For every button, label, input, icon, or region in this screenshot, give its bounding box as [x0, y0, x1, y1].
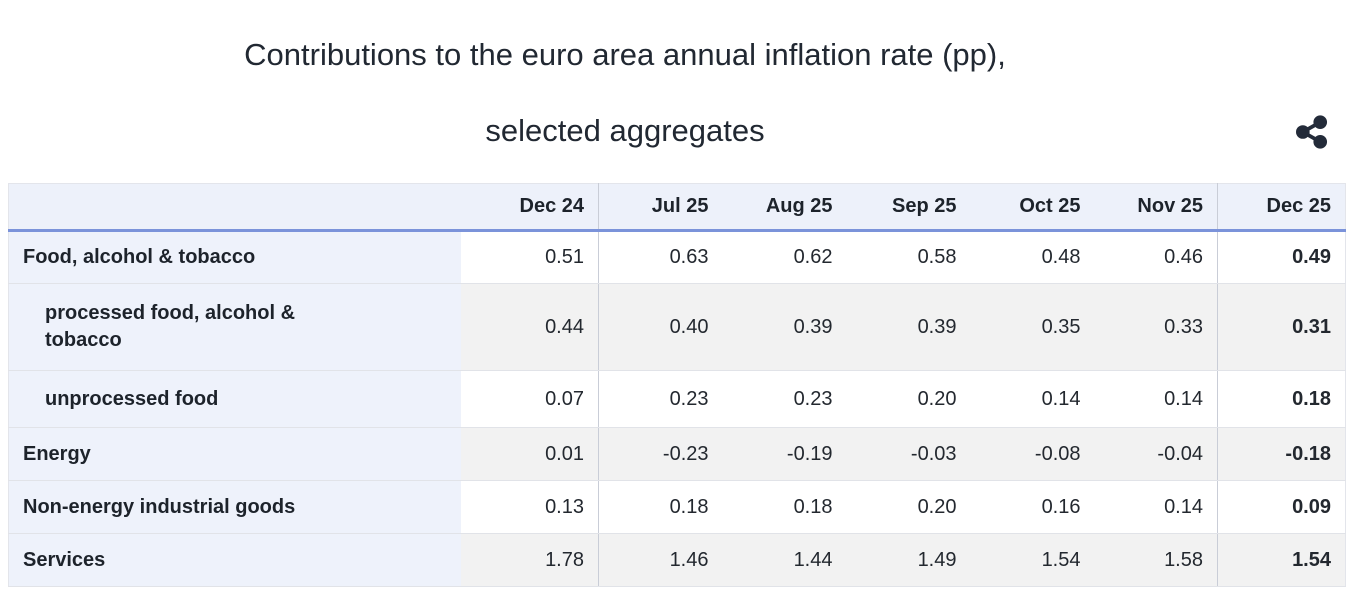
cell-value: 0.13: [460, 480, 599, 534]
cell-value: 0.51: [460, 230, 599, 284]
cell-value: 0.46: [1094, 230, 1218, 284]
cell-value: 1.78: [460, 533, 599, 587]
cell-value: 1.54: [1217, 533, 1346, 587]
cell-value: -0.18: [1217, 427, 1346, 481]
cell-value: 0.49: [1217, 230, 1346, 284]
table-row-energy: Energy 0.01 -0.23 -0.19 -0.03 -0.08 -0.0…: [8, 427, 1346, 481]
table-row-food: Food, alcohol & tobacco 0.51 0.63 0.62 0…: [8, 230, 1346, 284]
row-label: Non-energy industrial goods: [8, 480, 461, 534]
cell-value: 1.58: [1094, 533, 1218, 587]
column-header-nov25: Nov 25: [1094, 183, 1218, 232]
cell-value: 0.23: [598, 370, 723, 428]
cell-value: 0.09: [1217, 480, 1346, 534]
cell-value: 0.14: [1094, 370, 1218, 428]
cell-value: 0.58: [846, 230, 971, 284]
chart-title-line2: selected aggregates: [485, 113, 765, 148]
table-row-non-energy-industrial-goods: Non-energy industrial goods 0.13 0.18 0.…: [8, 480, 1346, 534]
cell-value: -0.04: [1094, 427, 1218, 481]
table-header-row: Dec 24 Jul 25 Aug 25 Sep 25 Oct 25 Nov 2…: [8, 183, 1346, 232]
cell-value: 1.44: [722, 533, 847, 587]
cell-value: 0.63: [598, 230, 723, 284]
corner-header-cell: [8, 183, 461, 232]
row-label: Energy: [8, 427, 461, 481]
cell-value: 0.23: [722, 370, 847, 428]
cell-value: 0.33: [1094, 283, 1218, 371]
cell-value: 0.39: [722, 283, 847, 371]
row-label: Services: [8, 533, 461, 587]
cell-value: 0.18: [598, 480, 723, 534]
cell-value: 1.46: [598, 533, 723, 587]
cell-value: 0.01: [460, 427, 599, 481]
cell-value: 0.62: [722, 230, 847, 284]
table-row-services: Services 1.78 1.46 1.44 1.49 1.54 1.58 1…: [8, 533, 1346, 587]
cell-value: 1.49: [846, 533, 971, 587]
column-header-aug25: Aug 25: [722, 183, 847, 232]
inflation-contributions-table: Dec 24 Jul 25 Aug 25 Sep 25 Oct 25 Nov 2…: [8, 183, 1346, 587]
cell-value: 0.31: [1217, 283, 1346, 371]
row-label: processed food, alcohol & tobacco: [8, 283, 461, 371]
cell-value: 0.18: [722, 480, 847, 534]
cell-value: 0.20: [846, 480, 971, 534]
cell-value: 1.54: [970, 533, 1095, 587]
chart-title: Contributions to the euro area annual in…: [0, 0, 1360, 150]
table-row-unprocessed-food: unprocessed food 0.07 0.23 0.23 0.20 0.1…: [8, 370, 1346, 428]
share-button[interactable]: [1290, 110, 1334, 154]
column-header-dec24: Dec 24: [460, 183, 599, 232]
cell-value: 0.16: [970, 480, 1095, 534]
row-label: unprocessed food: [8, 370, 461, 428]
column-header-jul25: Jul 25: [598, 183, 723, 232]
cell-value: 0.40: [598, 283, 723, 371]
cell-value: -0.23: [598, 427, 723, 481]
column-header-dec25: Dec 25: [1217, 183, 1346, 232]
column-header-oct25: Oct 25: [970, 183, 1095, 232]
share-icon: [1293, 113, 1331, 151]
column-header-sep25: Sep 25: [846, 183, 971, 232]
cell-value: 0.14: [970, 370, 1095, 428]
table-row-processed-food: processed food, alcohol & tobacco 0.44 0…: [8, 283, 1346, 371]
cell-value: -0.08: [970, 427, 1095, 481]
cell-value: -0.19: [722, 427, 847, 481]
cell-value: 0.35: [970, 283, 1095, 371]
cell-value: 0.14: [1094, 480, 1218, 534]
row-label: Food, alcohol & tobacco: [8, 230, 461, 284]
cell-value: 0.44: [460, 283, 599, 371]
cell-value: 0.18: [1217, 370, 1346, 428]
cell-value: 0.20: [846, 370, 971, 428]
cell-value: 0.48: [970, 230, 1095, 284]
cell-value: 0.07: [460, 370, 599, 428]
cell-value: 0.39: [846, 283, 971, 371]
cell-value: -0.03: [846, 427, 971, 481]
chart-title-line1: Contributions to the euro area annual in…: [244, 37, 1006, 72]
